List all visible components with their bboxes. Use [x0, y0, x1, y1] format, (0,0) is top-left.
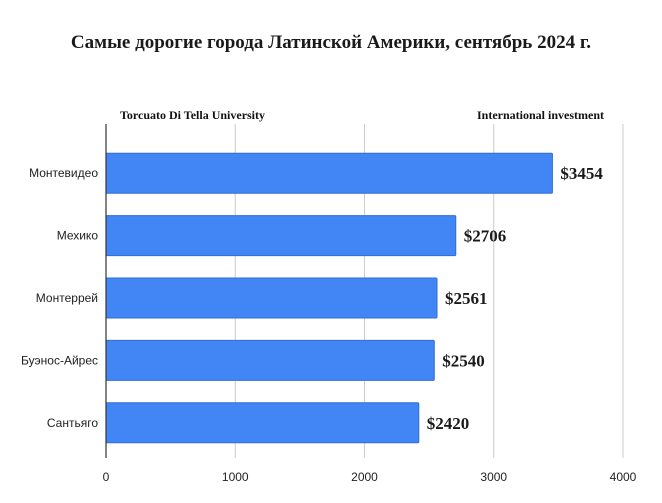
category-label: Монтеррей	[36, 291, 98, 305]
category-label: Мехико	[57, 229, 99, 243]
bar	[105, 339, 435, 381]
category-label: Буэнос-Айрес	[21, 353, 98, 367]
source-note-right: International investment	[477, 108, 604, 122]
bar	[105, 277, 438, 319]
x-tick-label: 3000	[480, 470, 507, 484]
source-note-left: Torcuato Di Tella University	[120, 108, 266, 122]
bar	[105, 152, 553, 194]
x-tick-label: 2000	[351, 470, 378, 484]
bar	[105, 402, 420, 444]
value-label: $2561	[445, 289, 488, 308]
bar	[105, 215, 457, 257]
x-tick-label: 0	[103, 470, 110, 484]
value-label: $2706	[464, 227, 507, 246]
value-label: $2540	[442, 351, 485, 370]
category-label: Сантьяго	[47, 416, 98, 430]
value-label: $2420	[427, 414, 470, 433]
category-label: Монтевидео	[29, 166, 98, 180]
chart-title: Самые дорогие города Латинской Америки, …	[70, 32, 592, 53]
value-label: $3454	[560, 164, 603, 183]
x-tick-label: 4000	[610, 470, 637, 484]
x-tick-label: 1000	[222, 470, 249, 484]
